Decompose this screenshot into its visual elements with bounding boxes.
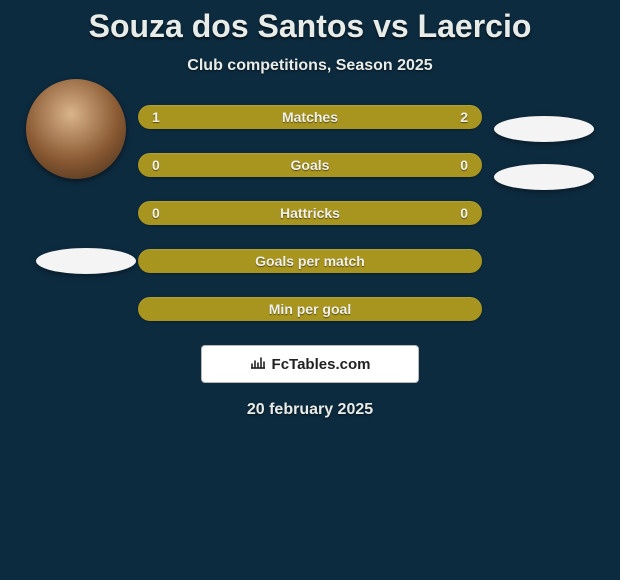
- stat-label: Min per goal: [176, 301, 444, 317]
- stat-pill-goals-per-match: Goals per match: [138, 249, 482, 273]
- chart-icon: [250, 354, 266, 374]
- stat-right-value: 2: [444, 109, 468, 125]
- subtitle: Club competitions, Season 2025: [0, 57, 620, 75]
- stat-pill-min-per-goal: Min per goal: [138, 297, 482, 321]
- player-left-team-ellipse: [36, 248, 136, 274]
- stat-label: Matches: [176, 109, 444, 125]
- player-left-avatar: [26, 79, 126, 179]
- stat-pill-matches: 1 Matches 2: [138, 105, 482, 129]
- page-title: Souza dos Santos vs Laercio: [0, 8, 620, 45]
- comparison-infographic: Souza dos Santos vs Laercio Club competi…: [0, 0, 620, 580]
- stat-row: 0 Hattricks 0: [0, 201, 620, 225]
- stat-label: Goals: [176, 157, 444, 173]
- stat-pill-hattricks: 0 Hattricks 0: [138, 201, 482, 225]
- date-text: 20 february 2025: [0, 401, 620, 419]
- stat-left-value: 0: [152, 205, 176, 221]
- stat-row: Min per goal: [0, 297, 620, 321]
- stat-row: 1 Matches 2: [0, 105, 620, 129]
- stat-left-value: 0: [152, 157, 176, 173]
- watermark-text: FcTables.com: [272, 356, 371, 373]
- stat-label: Hattricks: [176, 205, 444, 221]
- player-right-avatar: [494, 116, 594, 142]
- watermark-badge: FcTables.com: [201, 345, 419, 383]
- stat-label: Goals per match: [176, 253, 444, 269]
- stat-right-value: 0: [444, 157, 468, 173]
- stat-right-value: 0: [444, 205, 468, 221]
- stat-pill-goals: 0 Goals 0: [138, 153, 482, 177]
- stat-row: Goals per match: [0, 249, 620, 273]
- player-right-team-ellipse: [494, 164, 594, 190]
- stat-rows: 1 Matches 2 0 Goals 0 0 Hattricks: [0, 105, 620, 321]
- stat-left-value: 1: [152, 109, 176, 125]
